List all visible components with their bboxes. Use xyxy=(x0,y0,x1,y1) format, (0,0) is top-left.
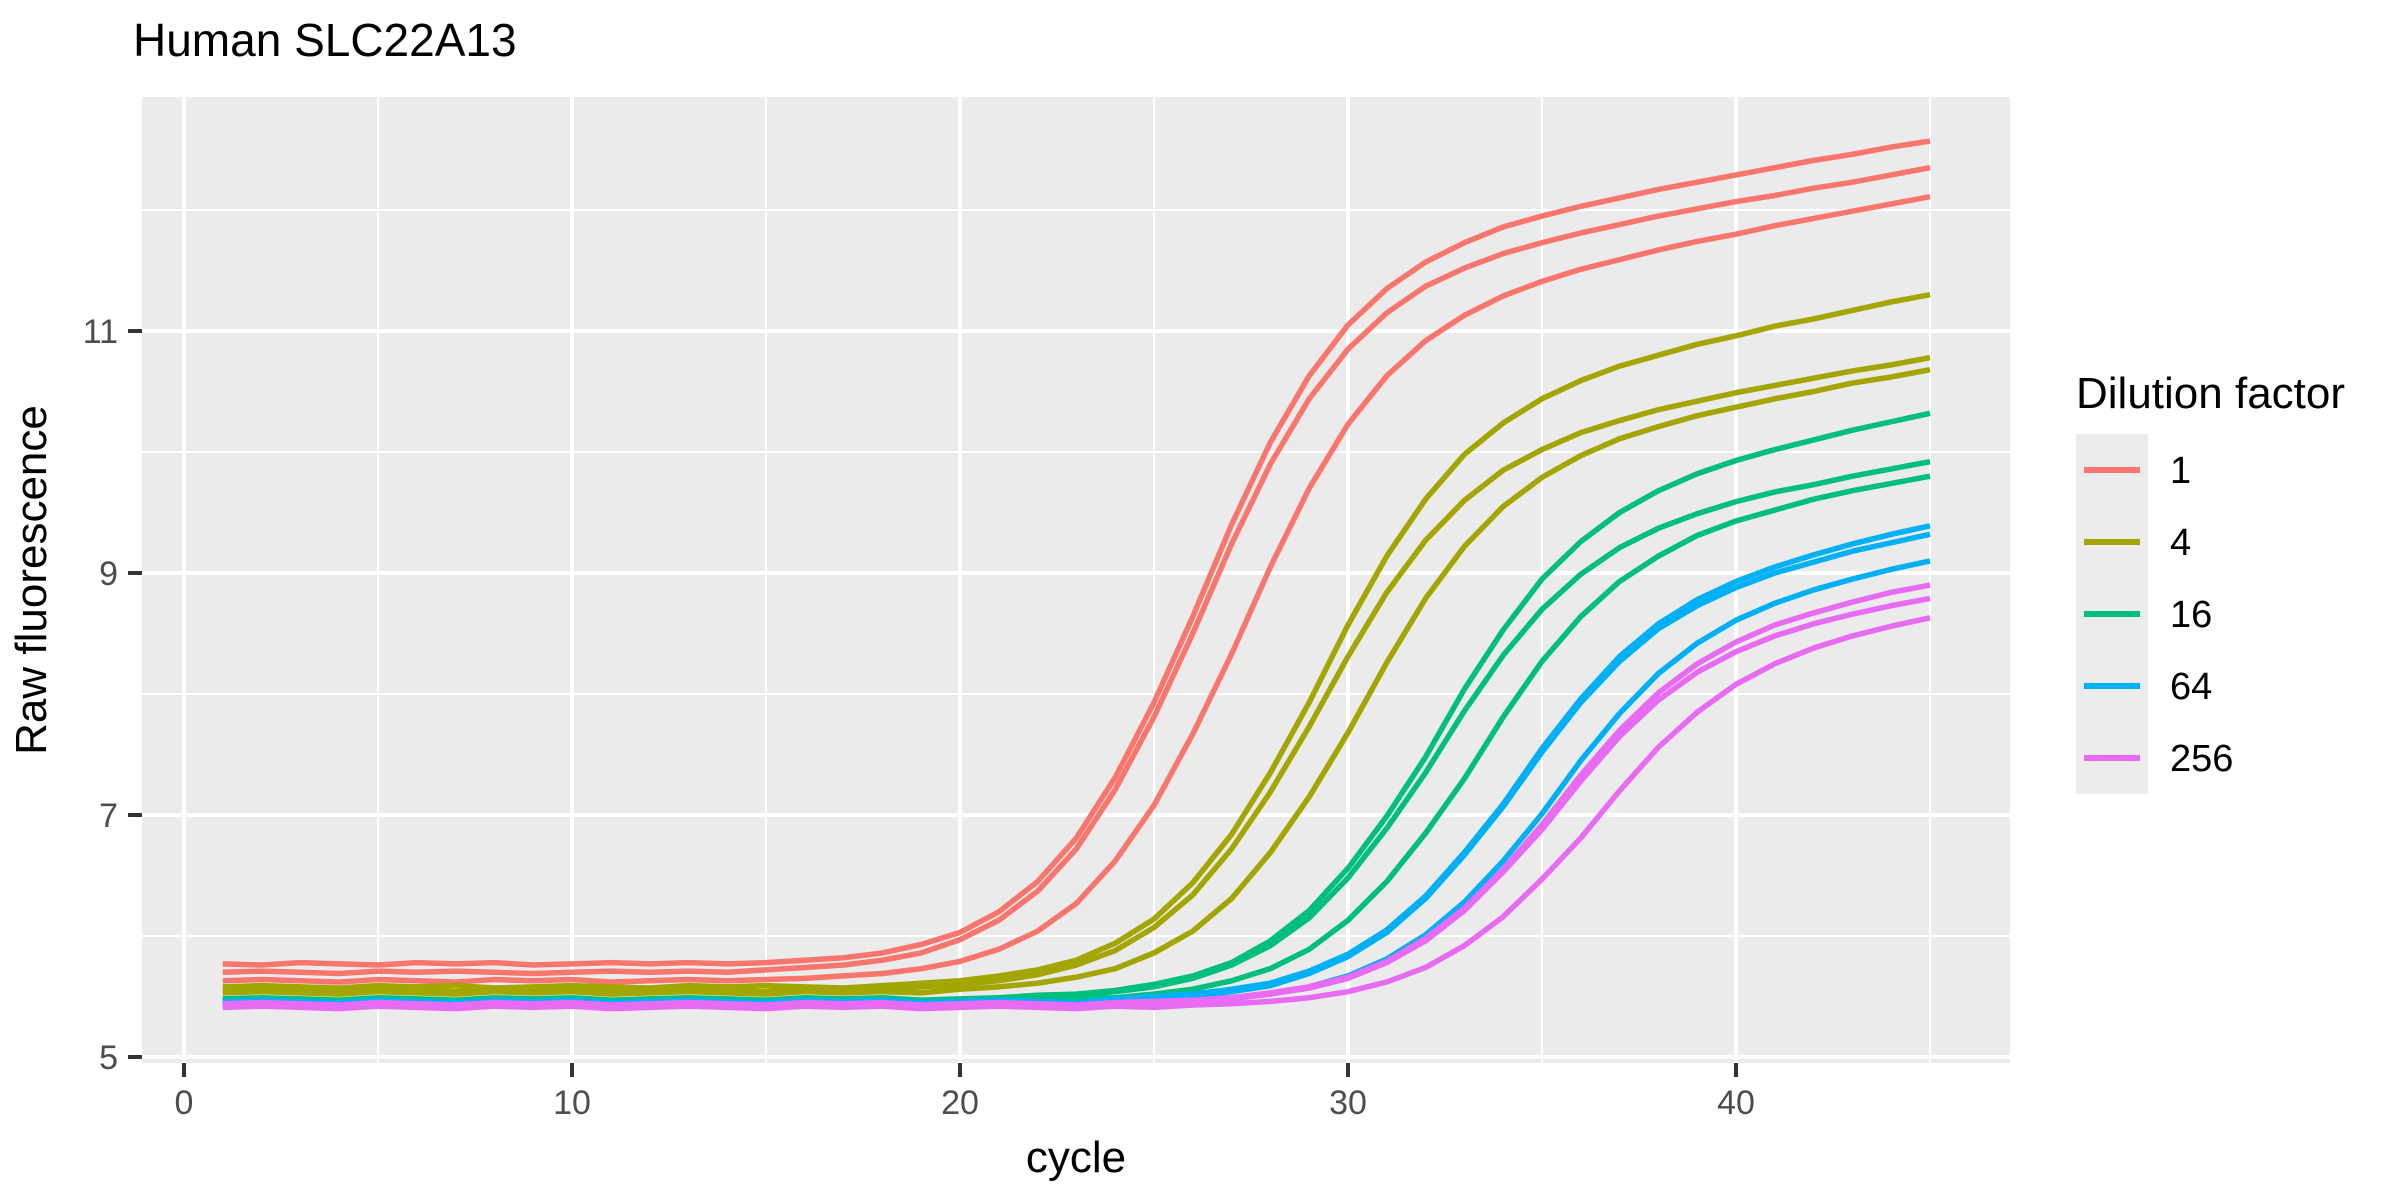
legend: Dilution factor 1 4 16 64 256 xyxy=(2076,369,2345,794)
x-tick-label: 20 xyxy=(941,1084,979,1122)
axis-ticks: 0 10 20 30 40 5 7 9 11 xyxy=(83,313,1755,1122)
legend-title: Dilution factor xyxy=(2076,369,2345,418)
series-lines xyxy=(222,138,1931,1012)
plot-panel xyxy=(142,97,2010,1063)
legend-entry-label: 1 xyxy=(2170,450,2191,492)
series-line-dilution-1 xyxy=(222,138,1931,968)
legend-entry-label: 64 xyxy=(2170,666,2212,708)
y-tick-label: 5 xyxy=(99,1039,118,1077)
series-line-dilution-1 xyxy=(222,193,1931,985)
y-tick-label: 11 xyxy=(83,313,118,351)
x-tick-label: 40 xyxy=(1717,1084,1755,1122)
y-axis-title: Raw fluorescence xyxy=(7,405,56,755)
legend-entry-label: 4 xyxy=(2170,522,2191,564)
y-tick-label: 7 xyxy=(99,797,118,835)
x-axis-title: cycle xyxy=(1026,1133,1126,1182)
legend-keys: 1 4 16 64 256 xyxy=(2076,434,2233,794)
series-line-dilution-256 xyxy=(222,615,1931,1012)
x-tick-label: 0 xyxy=(175,1084,194,1122)
series-line-dilution-1 xyxy=(222,164,1931,977)
plot-title: Human SLC22A13 xyxy=(133,14,517,66)
x-tick-label: 10 xyxy=(553,1084,591,1122)
y-tick-label: 9 xyxy=(99,555,118,593)
series-line-dilution-4 xyxy=(222,367,1931,997)
legend-entry-label: 16 xyxy=(2170,594,2212,636)
x-tick-label: 30 xyxy=(1329,1084,1367,1122)
legend-entry-label: 256 xyxy=(2170,738,2233,780)
